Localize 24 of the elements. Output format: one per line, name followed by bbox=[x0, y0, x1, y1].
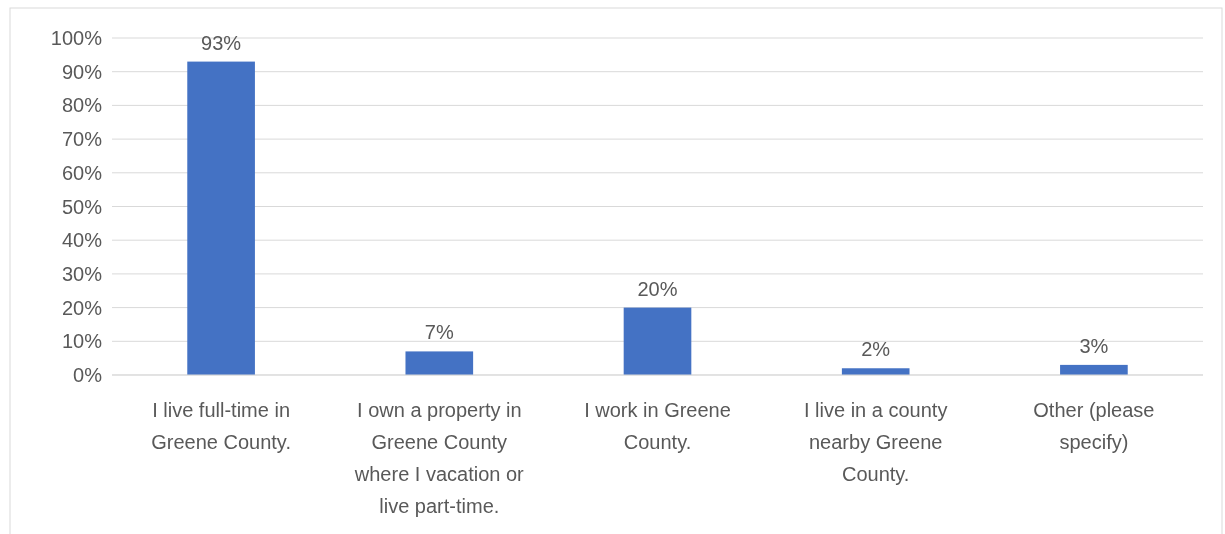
y-tick-label: 30% bbox=[61, 262, 103, 285]
data-label: 93% bbox=[201, 31, 242, 54]
x-tick-label: Other (please specify) bbox=[1033, 399, 1155, 453]
bar bbox=[405, 351, 474, 375]
data-label: 7% bbox=[424, 321, 454, 344]
y-tick-label: 100% bbox=[50, 27, 103, 49]
y-tick-label: 70% bbox=[61, 128, 103, 151]
x-tick-label: I live in a county nearby Greene County. bbox=[803, 399, 948, 485]
y-tick-label: 60% bbox=[61, 161, 103, 184]
data-label: 3% bbox=[1079, 334, 1109, 357]
y-tick-label: 40% bbox=[61, 229, 103, 252]
data-label: 2% bbox=[861, 338, 891, 361]
y-tick-label: 20% bbox=[61, 296, 103, 319]
y-tick-label: 80% bbox=[61, 94, 103, 117]
y-tick-label: 0% bbox=[73, 364, 103, 386]
x-tick-label: I live full-time in Greene County. bbox=[151, 399, 291, 453]
x-tick-label: I own a property in Greene County where I vacation or live part-time. bbox=[353, 399, 525, 517]
y-tick-label: 50% bbox=[61, 195, 103, 218]
bar bbox=[623, 307, 692, 375]
data-label: 20% bbox=[637, 277, 678, 300]
y-tick-label: 90% bbox=[61, 60, 103, 83]
bar bbox=[187, 61, 255, 375]
x-tick-label: I work in Greene County. bbox=[584, 399, 731, 453]
y-tick-label: 10% bbox=[61, 330, 103, 353]
